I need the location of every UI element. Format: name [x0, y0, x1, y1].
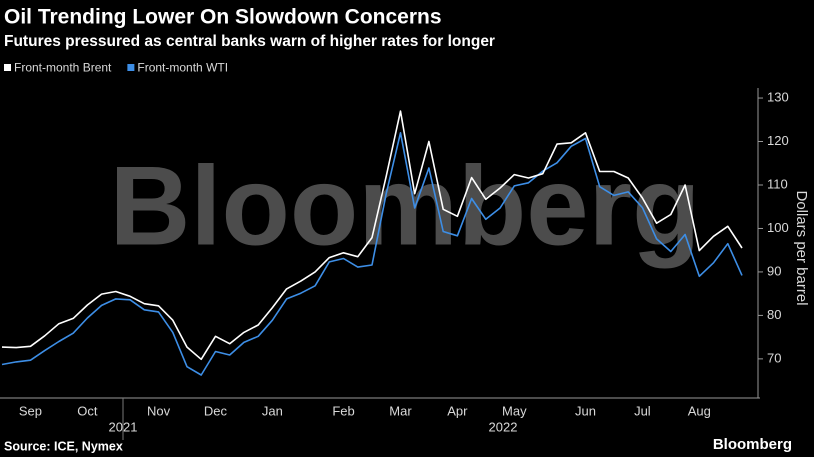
y-tick-label: 90	[767, 263, 781, 278]
x-tick-label: Apr	[447, 403, 468, 418]
y-tick-label: 120	[767, 133, 789, 148]
year-label: 2022	[489, 419, 518, 434]
chart-subtitle: Futures pressured as central banks warn …	[4, 33, 495, 50]
legend-swatch	[4, 64, 11, 71]
y-axis-label: Dollars per barrel	[793, 190, 810, 305]
x-tick-label: Mar	[389, 403, 412, 418]
line-series	[1, 110, 743, 361]
x-tick-label: Feb	[332, 403, 354, 418]
x-tick-label: Aug	[688, 403, 711, 418]
source: Source: ICE, Nymex	[4, 439, 123, 453]
y-tick-label: 100	[767, 220, 789, 235]
x-tick-label: Jun	[575, 403, 596, 418]
x-tick-label: May	[502, 403, 527, 418]
y-tick-label: 70	[767, 350, 781, 365]
y-tick-label: 110	[767, 176, 788, 191]
line-series	[1, 132, 743, 376]
legend-swatch	[127, 64, 135, 71]
watermark: Bloomberg	[109, 144, 700, 269]
x-tick-label: Sep	[19, 403, 42, 418]
logo: Bloomberg	[713, 436, 792, 453]
legend-label: Front-month Brent	[14, 61, 112, 75]
chart-title: Oil Trending Lower On Slowdown Concerns	[4, 6, 442, 29]
x-tick-label: Jan	[262, 403, 283, 418]
x-tick-label: Oct	[77, 403, 98, 418]
legend-label: Front-month WTI	[137, 61, 228, 75]
y-tick-label: 80	[767, 307, 781, 322]
x-tick-label: Dec	[204, 403, 228, 418]
y-tick-label: 130	[767, 89, 789, 104]
x-tick-label: Jul	[634, 403, 651, 418]
x-tick-label: Nov	[147, 403, 171, 418]
